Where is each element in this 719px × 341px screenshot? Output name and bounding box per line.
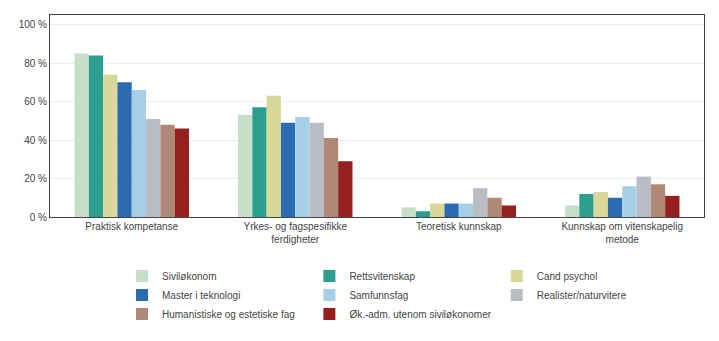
svg-text:40 %: 40 %: [24, 135, 47, 146]
svg-text:Rettsvitenskap: Rettsvitenskap: [349, 271, 415, 282]
svg-text:Praktisk kompetanse: Praktisk kompetanse: [85, 221, 178, 232]
svg-text:60 %: 60 %: [24, 96, 47, 107]
svg-text:0 %: 0 %: [30, 212, 47, 223]
svg-text:100 %: 100 %: [19, 19, 47, 30]
svg-text:Cand psychol: Cand psychol: [537, 271, 598, 282]
svg-text:20 %: 20 %: [24, 173, 47, 184]
svg-text:Siviløkonom: Siviløkonom: [162, 271, 216, 282]
svg-text:Master i teknologi: Master i teknologi: [162, 290, 240, 301]
svg-text:Kunnskap om vitenskapeligmetod: Kunnskap om vitenskapeligmetode: [561, 221, 683, 245]
svg-text:Yrkes- og fagspesifikkeferdigh: Yrkes- og fagspesifikkeferdigheter: [244, 221, 348, 245]
svg-text:Samfunnsfag: Samfunnsfag: [349, 290, 408, 301]
svg-text:Teoretisk kunnskap: Teoretisk kunnskap: [416, 221, 502, 232]
svg-text:80 %: 80 %: [24, 58, 47, 69]
svg-text:Humanistiske og estetiske fag: Humanistiske og estetiske fag: [162, 309, 295, 320]
svg-text:Realister/naturvitere: Realister/naturvitere: [537, 290, 627, 301]
svg-text:Øk.-adm. utenom siviløkonomer: Øk.-adm. utenom siviløkonomer: [349, 309, 491, 320]
